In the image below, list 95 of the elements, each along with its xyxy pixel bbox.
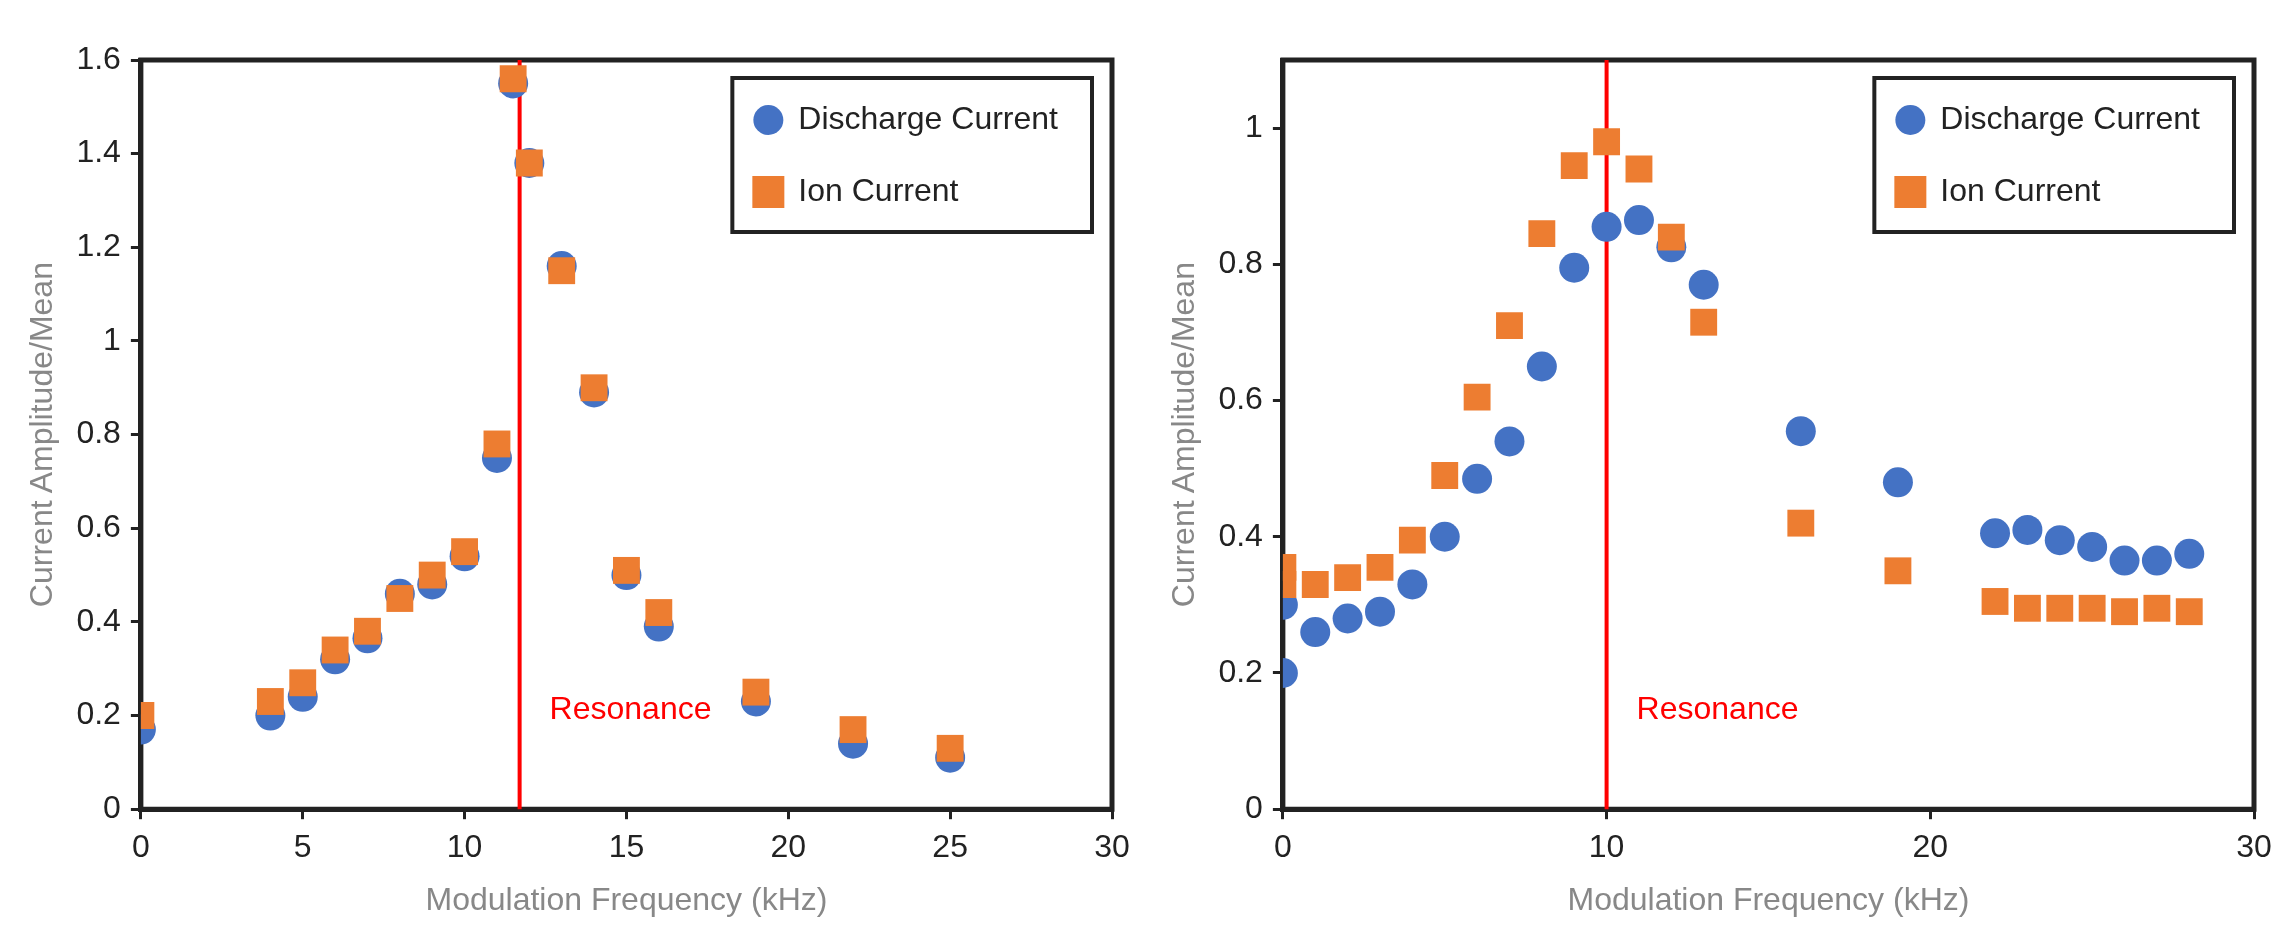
point [1300,617,1331,648]
point [2143,594,2171,622]
y-tick-label: 1.6 [76,39,121,76]
point [1690,308,1718,336]
point [548,257,576,285]
point [2141,545,2172,576]
point [1398,526,1426,554]
x-tick-label: 15 [608,828,645,865]
x-tick-label: 5 [293,828,312,865]
point [499,65,527,93]
y-tick-label: 1 [1245,107,1263,144]
point [1528,220,1556,248]
y-tick-label: 0.8 [1218,244,1263,281]
point [451,538,479,566]
point [386,585,414,612]
point [1463,383,1491,411]
y-tick-label: 0.6 [76,508,121,545]
legend-label: Discharge Current [1940,99,2201,136]
y-tick-label: 0.2 [76,695,121,732]
x-tick-label: 10 [446,828,483,865]
point [2174,538,2205,569]
point [1981,588,2009,615]
point [1429,521,1460,552]
point [1332,603,1363,634]
point [2077,531,2108,562]
legend-label: Discharge Current [798,99,1059,136]
y-tick-label: 0.8 [76,414,121,451]
point [580,374,608,402]
point [2012,514,2043,545]
point [742,678,770,706]
x-tick-label: 0 [1273,828,1292,865]
x-tick-label: 10 [1588,828,1625,865]
point [1301,571,1329,598]
ref-line-label: Resonance [549,690,712,727]
point [1980,518,2011,549]
point [1593,128,1621,156]
point [321,636,349,664]
y-tick-label: 1.4 [76,133,121,170]
point [483,430,511,458]
point [1785,416,1816,447]
x-tick-label: 30 [1094,828,1130,865]
point [2175,598,2203,626]
y-tick-label: 0.2 [1218,652,1263,689]
point [645,599,673,626]
point [2109,545,2140,576]
point [1496,312,1523,340]
y-axis-title: Current Amplitude/Mean [1165,262,1202,608]
legend-label: Ion Current [1940,171,2101,208]
y-tick-label: 1 [103,320,121,357]
point [936,734,964,762]
point [1462,463,1493,494]
point [256,688,284,715]
point [1431,462,1459,489]
point [1365,596,1395,627]
y-axis-title: Current Amplitude/Mean [23,262,60,608]
x-tick-label: 30 [2236,828,2272,865]
point [1623,205,1654,236]
x-axis-title: Modulation Frequency (kHz) [425,880,828,917]
ref-line-label: Resonance [1636,690,1799,727]
x-tick-label: 20 [1912,828,1949,865]
y-tick-label: 0.4 [76,601,121,638]
point [2013,594,2041,622]
legend-label: Ion Current [798,171,959,208]
x-tick-label: 0 [131,828,150,865]
point [1787,509,1815,537]
point [1559,252,1590,283]
y-tick-label: 0 [103,789,121,826]
point [613,556,640,584]
point [1688,269,1719,300]
point [418,561,446,589]
point [1560,152,1588,179]
point [1625,155,1653,183]
y-tick-label: 0 [1245,789,1263,826]
point [1657,223,1685,251]
point [1882,467,1913,498]
point [2078,594,2106,622]
point [1334,564,1362,592]
x-tick-label: 25 [932,828,968,865]
point [1526,351,1557,382]
point [1397,569,1428,600]
y-tick-label: 0.4 [1218,516,1263,553]
point [289,669,317,697]
point [2044,525,2075,556]
point [2046,594,2074,622]
y-tick-label: 0.6 [1218,380,1263,417]
y-tick-label: 1.2 [76,227,121,264]
point [1884,557,1912,585]
point [839,716,867,744]
point [2111,598,2138,626]
point [354,617,381,645]
point [1366,553,1394,581]
x-tick-label: 20 [770,828,807,865]
point [1494,426,1525,457]
x-axis-title: Modulation Frequency (kHz) [1567,880,1970,917]
point [1591,211,1622,242]
